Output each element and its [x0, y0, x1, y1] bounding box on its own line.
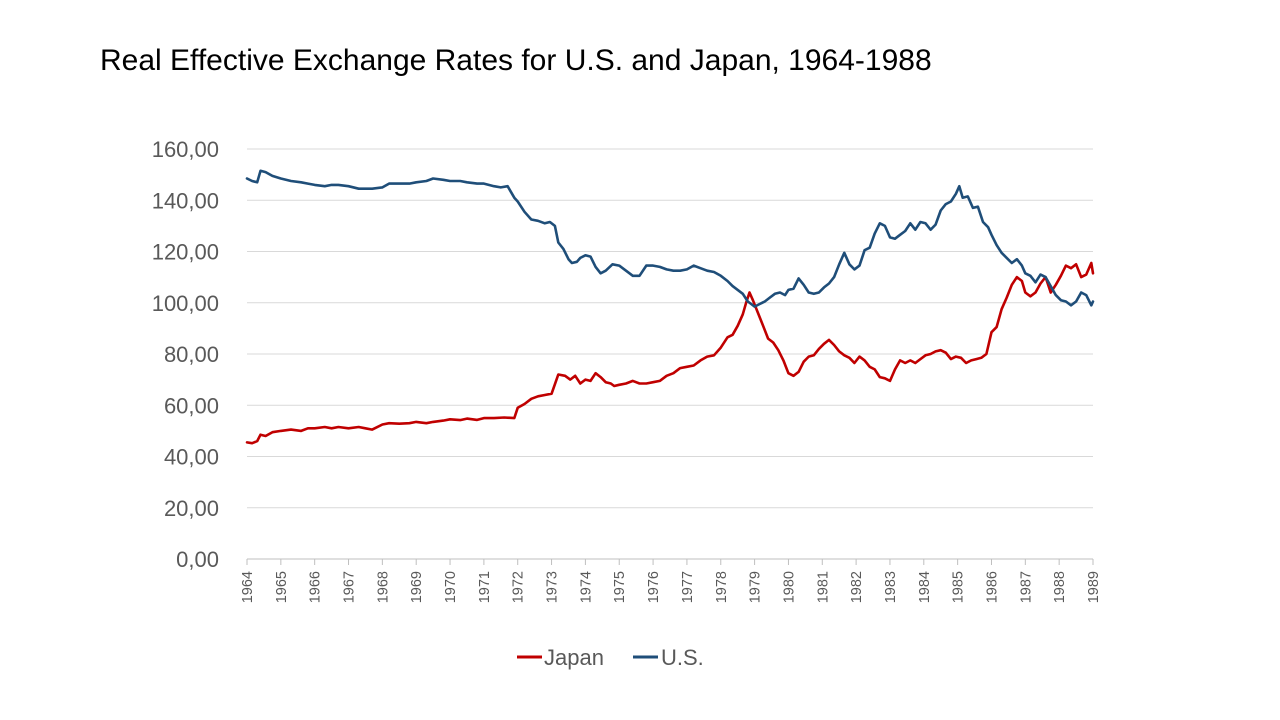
x-tick-label: 1975 [612, 571, 628, 603]
legend-label: U.S. [661, 645, 704, 670]
chart-title: Real Effective Exchange Rates for U.S. a… [100, 44, 932, 77]
x-tick-label: 1977 [680, 571, 696, 603]
x-tick-label: 1978 [714, 571, 730, 603]
series-line-japan [245, 261, 1095, 445]
y-tick-label: 0,00 [176, 547, 219, 572]
x-tick-label: 1979 [748, 571, 764, 603]
y-tick-label: 100,00 [152, 291, 219, 316]
x-tick-label: 1984 [917, 571, 933, 603]
series-lines [245, 169, 1095, 445]
x-tick-label: 1981 [815, 571, 831, 603]
x-tick-label: 1985 [951, 571, 967, 603]
x-tick-label: 1967 [342, 571, 358, 603]
x-tick-label: 1982 [849, 571, 865, 603]
y-tick-label: 160,00 [152, 137, 219, 162]
x-tick-label: 1970 [443, 571, 459, 603]
legend: Japan U.S. [517, 645, 704, 670]
x-tick-label: 1966 [308, 571, 324, 603]
x-tick-label: 1968 [375, 571, 391, 603]
x-tick-label: 1987 [1018, 571, 1034, 603]
series-line-us [245, 169, 1095, 308]
x-tick-label: 1964 [240, 571, 256, 603]
x-tick-label: 1965 [274, 571, 290, 603]
x-tick-label: 1989 [1086, 571, 1102, 603]
x-axis: 1964 1965 1966 1967 1968 1969 1970 1971 1972 1973… [240, 558, 1102, 603]
x-tick-label: 1974 [578, 571, 594, 603]
x-tick-label: 1969 [409, 571, 425, 603]
x-tick-label: 1980 [781, 571, 797, 603]
legend-label: Japan [544, 645, 604, 670]
y-tick-label: 60,00 [164, 393, 219, 418]
y-tick-label: 20,00 [164, 496, 219, 521]
gridlines [247, 148, 1093, 509]
y-axis: 0,00 20,00 40,00 60,00 80,00 100,00 120,00 140,… [152, 137, 219, 572]
x-tick-label: 1988 [1052, 571, 1068, 603]
x-tick-label: 1983 [883, 571, 899, 603]
y-tick-label: 80,00 [164, 342, 219, 367]
x-tick-label: 1971 [477, 571, 493, 603]
y-tick-label: 120,00 [152, 240, 219, 265]
y-tick-label: 140,00 [152, 188, 219, 213]
x-tick-label: 1973 [545, 571, 561, 603]
x-tick-label: 1972 [511, 571, 527, 603]
x-tick-label: 1976 [646, 571, 662, 603]
y-tick-label: 40,00 [164, 445, 219, 470]
x-tick-label: 1986 [984, 571, 1000, 603]
